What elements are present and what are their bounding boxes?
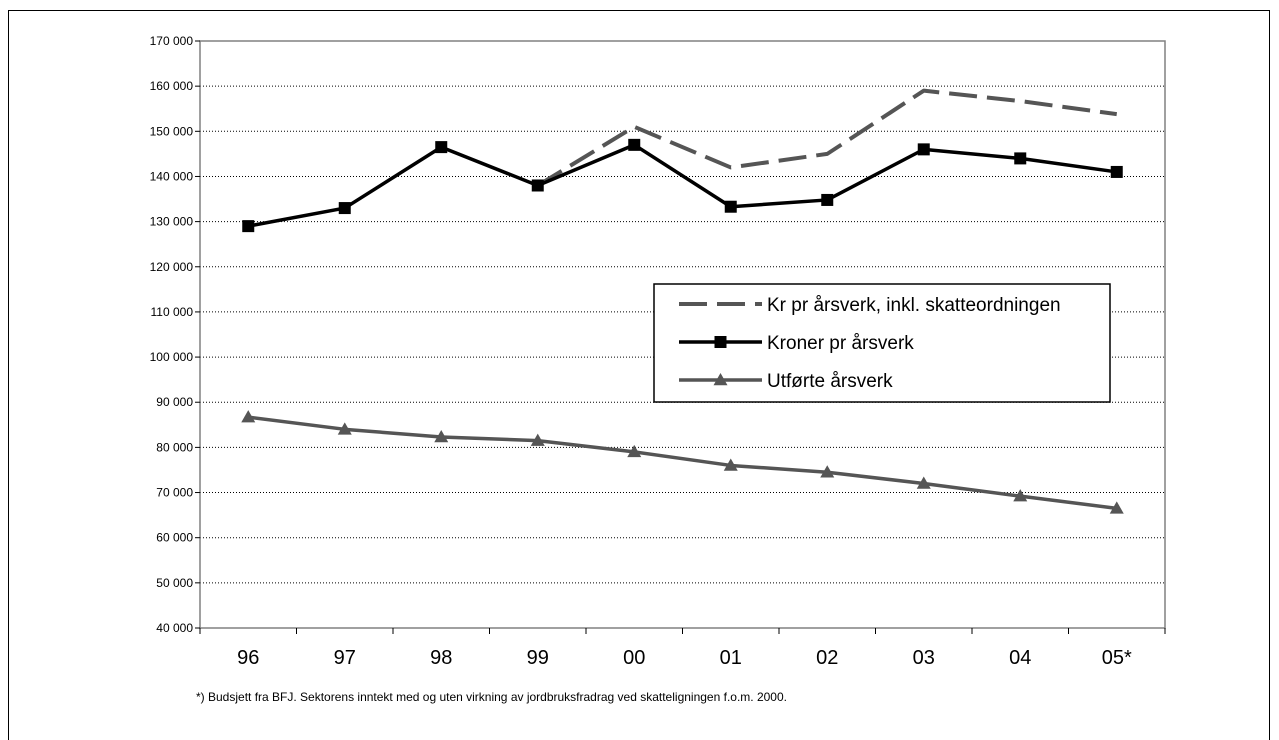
x-tick-label: 97 xyxy=(334,647,356,669)
series-line-utf-rte-rsverk xyxy=(248,415,1117,511)
series-line-kroner-pr-rsverk xyxy=(247,143,1117,228)
legend: Kr pr årsverk, inkl. skatteordningen Kron… xyxy=(653,283,1111,403)
data-point-triangle xyxy=(337,422,352,435)
data-point-square xyxy=(338,202,351,215)
data-point-triangle xyxy=(1013,489,1028,502)
x-tick-label: 96 xyxy=(237,647,259,669)
x-tick-label: 02 xyxy=(816,647,838,669)
data-point-square xyxy=(1014,152,1027,165)
series-line-kr-pr-rsverk-inkl-skatteordningen xyxy=(536,88,1118,188)
y-tick-label: 50 000 xyxy=(156,576,193,590)
data-point-triangle xyxy=(1109,501,1124,514)
y-tick-label: 90 000 xyxy=(156,395,193,409)
data-point-triangle xyxy=(434,429,449,443)
legend-marker-square xyxy=(714,336,727,348)
data-point-triangle xyxy=(820,465,835,478)
legend-label: Kroner pr årsverk xyxy=(767,333,914,354)
data-point-triangle xyxy=(530,433,545,446)
y-tick-label: 70 000 xyxy=(156,486,193,500)
x-tick-label: 98 xyxy=(430,647,452,669)
data-point-square xyxy=(821,193,834,206)
x-tick-label: 01 xyxy=(720,647,742,669)
data-point-square xyxy=(724,200,737,213)
y-tick-label: 100 000 xyxy=(150,350,194,364)
data-point-square xyxy=(628,138,641,151)
y-tick-label: 170 000 xyxy=(150,34,194,48)
x-tick-label: 99 xyxy=(527,647,549,669)
y-tick-label: 150 000 xyxy=(150,124,194,138)
footnote: *) Budsjett fra BFJ. Sektorens inntekt m… xyxy=(196,690,787,704)
legend-marker-triangle xyxy=(713,373,728,386)
y-tick-label: 120 000 xyxy=(150,260,194,274)
data-point-triangle xyxy=(627,444,642,458)
data-point-triangle xyxy=(723,458,738,471)
chart-frame xyxy=(8,10,1270,740)
data-point-square xyxy=(242,220,255,233)
y-tick-label: 140 000 xyxy=(150,169,194,183)
x-tick-label: 00 xyxy=(623,647,645,669)
y-tick-label: 160 000 xyxy=(150,79,194,93)
series-group xyxy=(241,88,1124,514)
data-point-square xyxy=(531,179,544,192)
data-point-square xyxy=(917,143,930,156)
y-tick-label: 80 000 xyxy=(156,440,193,454)
x-tick-label: 05* xyxy=(1102,647,1132,669)
data-point-square xyxy=(435,141,448,154)
data-point-square xyxy=(1110,165,1123,178)
y-tick-label: 110 000 xyxy=(151,305,194,319)
y-tick-label: 130 000 xyxy=(150,215,194,229)
x-tick-label: 04 xyxy=(1009,647,1031,669)
legend-label: Kr pr årsverk, inkl. skatteordningen xyxy=(767,295,1061,316)
y-axis: 40 000 50 000 60 000 70 000 80 000 90 000 100 … xyxy=(150,34,200,635)
x-axis: 96 97 98 99 00 01 02 03 04 05* xyxy=(199,628,1166,669)
x-tick-label: 03 xyxy=(913,647,935,669)
data-point-triangle xyxy=(916,476,931,489)
y-tick-label: 40 000 xyxy=(156,621,193,635)
legend-label: Utførte årsverk xyxy=(767,371,893,392)
data-point-triangle xyxy=(241,410,256,423)
y-tick-label: 60 000 xyxy=(156,531,193,545)
